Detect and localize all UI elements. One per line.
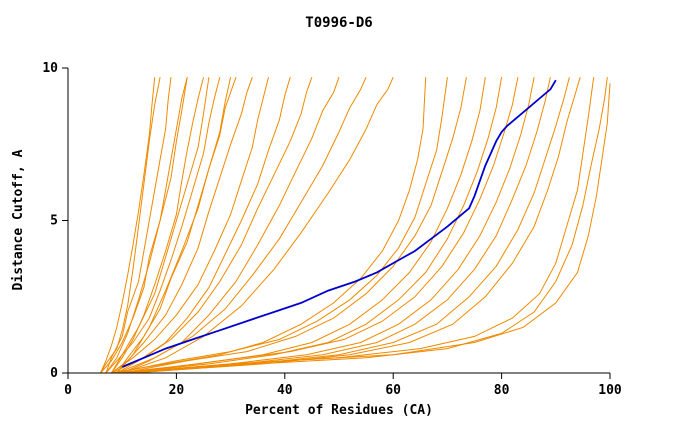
series-m28 xyxy=(105,77,188,374)
series-m26 xyxy=(122,83,611,374)
x-tick-label: 80 xyxy=(494,383,510,398)
series-m04 xyxy=(110,77,204,374)
series-m16 xyxy=(122,77,467,374)
series-m12 xyxy=(116,76,367,374)
series-m10 xyxy=(111,77,313,374)
series-m30 xyxy=(116,77,232,374)
x-tick-label: 40 xyxy=(277,383,293,398)
series-m13 xyxy=(122,76,394,374)
series-m29 xyxy=(110,77,210,374)
series-m19 xyxy=(127,77,519,374)
series-group xyxy=(100,76,611,374)
series-m20 xyxy=(122,77,535,374)
series-m02 xyxy=(105,77,172,374)
series-m27 xyxy=(100,77,161,374)
x-tick-label: 0 xyxy=(64,383,72,398)
series-m03 xyxy=(100,77,188,374)
x-tick-label: 20 xyxy=(169,383,185,398)
series-m07 xyxy=(111,77,253,374)
chart-title: T0996-D6 xyxy=(305,15,372,31)
series-m01 xyxy=(100,77,156,374)
series-highlight xyxy=(121,79,557,368)
series-m18 xyxy=(122,77,503,374)
axes-group: 0 20 40 60 80 100 0 5 10 xyxy=(42,61,622,398)
y-axis-label: Distance Cutoff, A xyxy=(11,149,26,290)
y-tick-label: 0 xyxy=(50,366,58,381)
y-tick-label: 5 xyxy=(50,214,58,229)
series-m21 xyxy=(127,77,551,374)
series-m08 xyxy=(111,77,269,374)
series-m05 xyxy=(105,77,221,374)
series-m23 xyxy=(127,77,581,374)
series-m22 xyxy=(132,77,570,374)
series-m15 xyxy=(116,77,448,374)
x-axis-label: Percent of Residues (CA) xyxy=(245,403,433,418)
x-tick-label: 60 xyxy=(385,383,401,398)
series-m25 xyxy=(132,77,608,374)
series-m06 xyxy=(116,77,237,374)
x-tick-label: 100 xyxy=(598,383,622,398)
y-tick-label: 10 xyxy=(42,61,58,76)
